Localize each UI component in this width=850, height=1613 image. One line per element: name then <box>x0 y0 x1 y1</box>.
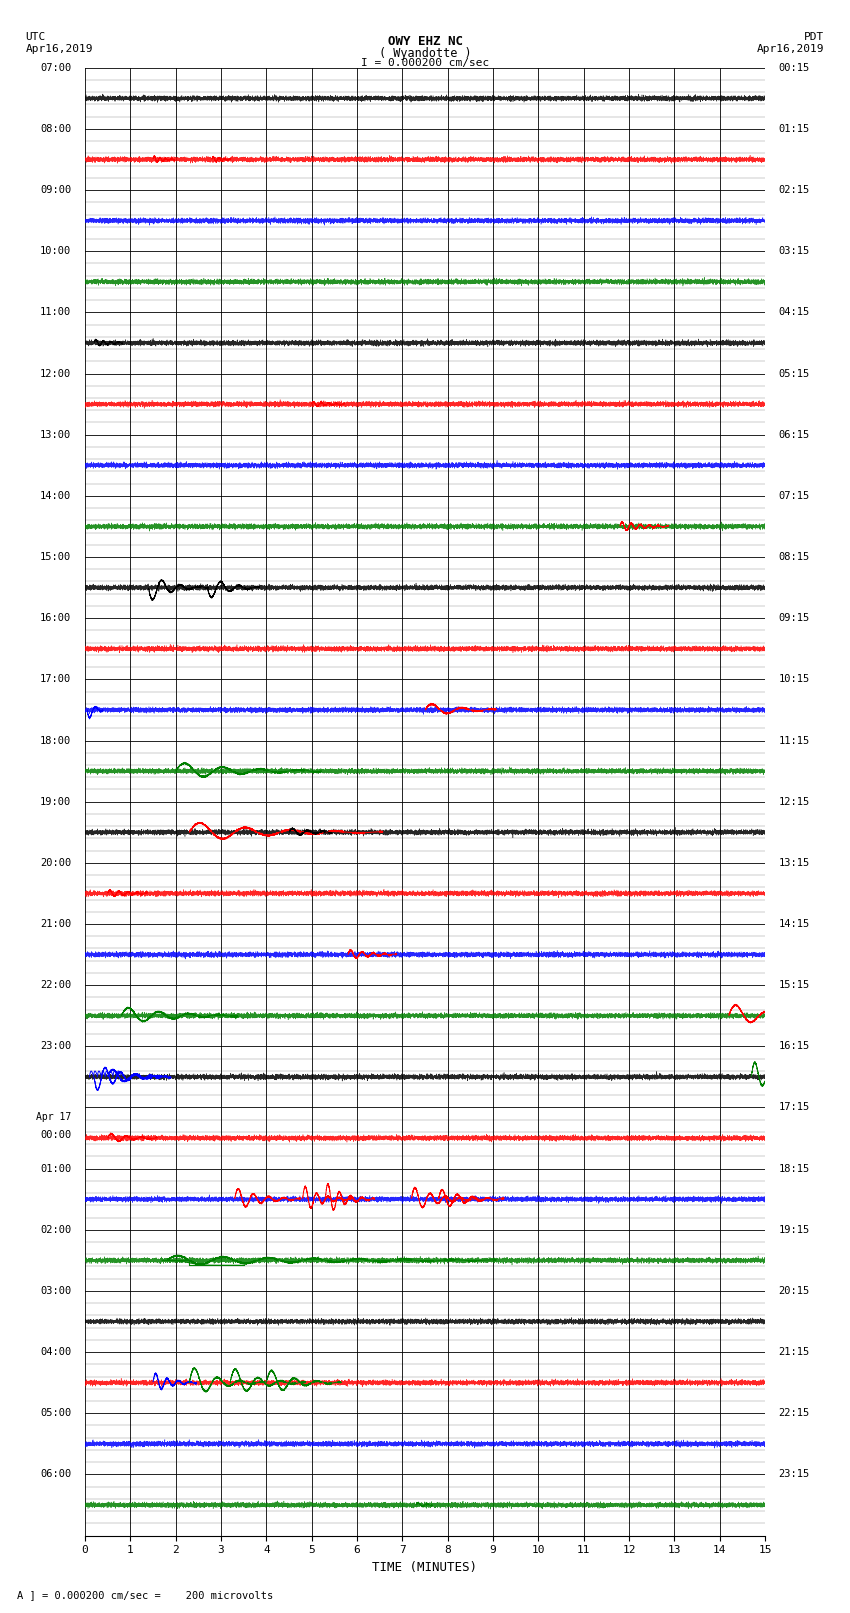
Text: 08:00: 08:00 <box>40 124 71 134</box>
Text: 18:00: 18:00 <box>40 736 71 745</box>
Text: 05:15: 05:15 <box>779 368 810 379</box>
Text: 17:00: 17:00 <box>40 674 71 684</box>
Text: 00:15: 00:15 <box>779 63 810 73</box>
Text: 01:00: 01:00 <box>40 1163 71 1174</box>
Text: 10:15: 10:15 <box>779 674 810 684</box>
Text: 01:15: 01:15 <box>779 124 810 134</box>
Text: OWY EHZ NC: OWY EHZ NC <box>388 35 462 48</box>
Text: 16:15: 16:15 <box>779 1042 810 1052</box>
Text: 03:00: 03:00 <box>40 1286 71 1295</box>
Text: Apr 17: Apr 17 <box>37 1113 71 1123</box>
X-axis label: TIME (MINUTES): TIME (MINUTES) <box>372 1561 478 1574</box>
Text: 23:00: 23:00 <box>40 1042 71 1052</box>
Text: A ] = 0.000200 cm/sec =    200 microvolts: A ] = 0.000200 cm/sec = 200 microvolts <box>17 1590 273 1600</box>
Text: 12:15: 12:15 <box>779 797 810 806</box>
Text: 22:00: 22:00 <box>40 981 71 990</box>
Text: 10:00: 10:00 <box>40 247 71 256</box>
Text: 19:00: 19:00 <box>40 797 71 806</box>
Text: 11:15: 11:15 <box>779 736 810 745</box>
Text: 04:15: 04:15 <box>779 308 810 318</box>
Text: 14:00: 14:00 <box>40 490 71 502</box>
Text: 08:15: 08:15 <box>779 552 810 561</box>
Text: 18:15: 18:15 <box>779 1163 810 1174</box>
Text: ( Wyandotte ): ( Wyandotte ) <box>379 47 471 60</box>
Text: I = 0.000200 cm/sec: I = 0.000200 cm/sec <box>361 58 489 68</box>
Text: 21:00: 21:00 <box>40 919 71 929</box>
Text: 15:15: 15:15 <box>779 981 810 990</box>
Text: 07:15: 07:15 <box>779 490 810 502</box>
Text: 23:15: 23:15 <box>779 1469 810 1479</box>
Text: 19:15: 19:15 <box>779 1224 810 1236</box>
Text: 04:00: 04:00 <box>40 1347 71 1357</box>
Text: 03:15: 03:15 <box>779 247 810 256</box>
Text: Apr16,2019: Apr16,2019 <box>757 44 824 53</box>
Text: PDT: PDT <box>804 32 824 42</box>
Text: 13:00: 13:00 <box>40 429 71 440</box>
Text: 07:00: 07:00 <box>40 63 71 73</box>
Text: 09:15: 09:15 <box>779 613 810 623</box>
Text: 09:00: 09:00 <box>40 185 71 195</box>
Text: 11:00: 11:00 <box>40 308 71 318</box>
Text: 13:15: 13:15 <box>779 858 810 868</box>
Text: 05:00: 05:00 <box>40 1408 71 1418</box>
Text: 02:15: 02:15 <box>779 185 810 195</box>
Text: 20:00: 20:00 <box>40 858 71 868</box>
Text: 06:15: 06:15 <box>779 429 810 440</box>
Text: 06:00: 06:00 <box>40 1469 71 1479</box>
Text: 15:00: 15:00 <box>40 552 71 561</box>
Text: 17:15: 17:15 <box>779 1102 810 1113</box>
Text: 21:15: 21:15 <box>779 1347 810 1357</box>
Text: 16:00: 16:00 <box>40 613 71 623</box>
Text: 20:15: 20:15 <box>779 1286 810 1295</box>
Text: 12:00: 12:00 <box>40 368 71 379</box>
Text: 00:00: 00:00 <box>40 1131 71 1140</box>
Text: 22:15: 22:15 <box>779 1408 810 1418</box>
Text: 02:00: 02:00 <box>40 1224 71 1236</box>
Text: Apr16,2019: Apr16,2019 <box>26 44 93 53</box>
Text: UTC: UTC <box>26 32 46 42</box>
Text: 14:15: 14:15 <box>779 919 810 929</box>
